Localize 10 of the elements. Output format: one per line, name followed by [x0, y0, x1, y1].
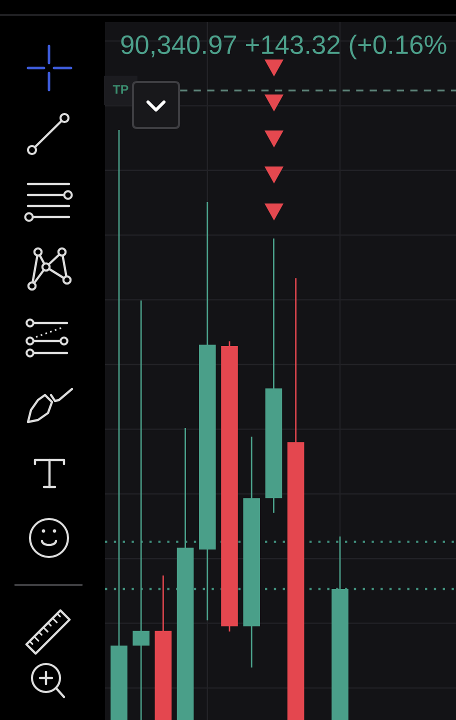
candlestick — [287, 278, 304, 720]
chart-title: 90,340.97 +143.32 (+0.16% — [121, 34, 446, 60]
candlestick — [332, 536, 348, 720]
ref-line-label: TP — [112, 85, 128, 94]
candlestick — [265, 238, 282, 513]
candlestick — [154, 575, 172, 720]
candlestick — [132, 300, 150, 720]
candlestick — [176, 428, 194, 720]
candlestick — [221, 341, 238, 632]
candlestick — [243, 436, 260, 668]
